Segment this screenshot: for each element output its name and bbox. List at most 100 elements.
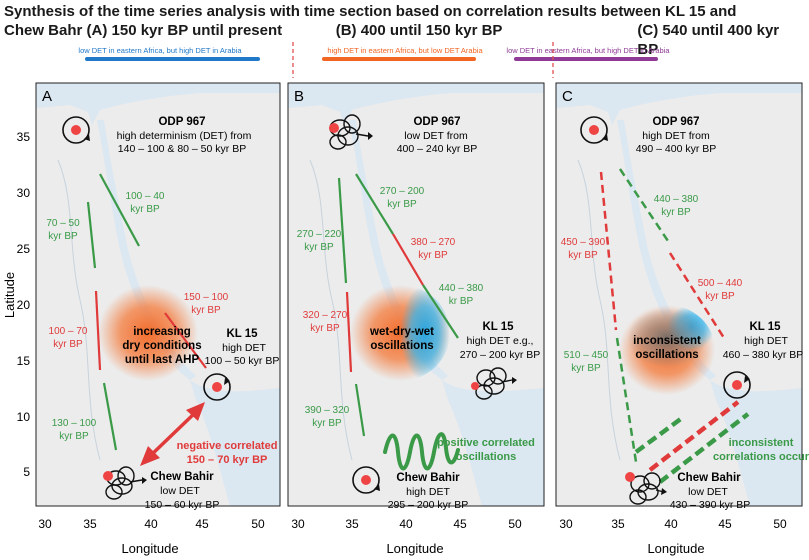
panel-a-center-line2: dry conditions xyxy=(122,340,201,352)
panel-a-corr-line2: 150 – 70 kyr BP xyxy=(187,454,268,466)
panel-b-seg-5 xyxy=(345,291,353,373)
panel-a-kl-line1: high DET xyxy=(222,342,266,354)
panel-a-chew-name: Chew Bahir xyxy=(150,471,214,483)
title-panel-b: (B) 400 until 150 kyr BP xyxy=(335,22,503,39)
red-sea xyxy=(97,120,196,380)
panel-c-chew-name: Chew Bahir xyxy=(677,472,741,484)
panel-c-seg-4 xyxy=(615,337,638,463)
panel-b-corr-line2: oscillations xyxy=(456,451,517,463)
river-lines xyxy=(309,159,353,461)
x-tick-a-50: 50 xyxy=(251,517,265,531)
panel-a-seg-4-b: kyr BP xyxy=(53,339,83,350)
panel-c-corr-band-1 xyxy=(634,416,684,454)
panel-b-kl-name: KL 15 xyxy=(482,321,514,333)
panel-a-seg-3-a: 150 – 100 xyxy=(184,292,229,303)
panel-a-seg-3-b: kyr BP xyxy=(191,305,221,316)
panel-b-seg-6-b: kyr BP xyxy=(312,418,342,429)
x-axis-label-c: Longitude xyxy=(647,541,704,556)
mediterranean-sea xyxy=(36,83,280,125)
panel-b-seg-2-a: 270 – 220 xyxy=(297,229,342,240)
panel-c-kl-line1: high DET xyxy=(744,335,788,347)
title-panel-a: Chew Bahr (A) 150 kyr BP until present xyxy=(4,22,283,39)
panel-c-chew-loops xyxy=(629,472,665,505)
panel-a-kl-circle xyxy=(203,373,231,401)
legend-label-orange: high DET in eastern Africa, but low DET … xyxy=(327,46,483,55)
panel-b-chew-name: Chew Bahir xyxy=(396,472,460,484)
x-tick-c-30: 30 xyxy=(559,517,573,531)
panel-b-chew-line2: 295 – 200 kyr BP xyxy=(388,499,469,511)
panel-a-corr-line xyxy=(146,408,200,460)
x-axis-label-a: Longitude xyxy=(121,541,178,556)
panel-a-corr-arrowhead-1 xyxy=(186,402,205,421)
mediterranean-sea xyxy=(288,83,544,125)
x-tick-b-50: 50 xyxy=(508,517,522,531)
panel-b-climate-blob-blue xyxy=(400,285,450,381)
panel-b-seg-6-a: 390 – 320 xyxy=(305,405,350,416)
panel-a-corr-line1: negative correlated xyxy=(177,440,278,452)
panel-a-odp-circle xyxy=(62,116,90,144)
y-ticks: 5 10 15 20 25 30 35 xyxy=(17,130,31,479)
panel-a-seg-3 xyxy=(164,312,207,369)
panel-c-kl-name: KL 15 xyxy=(749,321,781,333)
y-tick-20: 20 xyxy=(17,298,31,312)
panel-b-seg-3-b: kyr BP xyxy=(418,250,448,261)
panel-a-seg-2-b: kyr BP xyxy=(48,231,78,242)
figure-title: Synthesis of the time series analysis wi… xyxy=(4,2,804,59)
river-lines xyxy=(577,159,621,461)
panel-c-seg-3 xyxy=(668,252,726,339)
x-tick-b-40: 40 xyxy=(399,517,413,531)
panel-a-odp-dot xyxy=(71,125,81,135)
panel-a-kl-line2: 100 – 50 kyr BP xyxy=(205,355,280,367)
panel-b-kl-line1: high DET e.g., xyxy=(467,335,534,347)
panel-c-frame xyxy=(555,82,803,507)
panel-a-kl-name: KL 15 xyxy=(226,328,258,340)
panel-b-seg-2 xyxy=(337,177,348,284)
panel-c-seg-1 xyxy=(618,168,672,245)
river-lines xyxy=(57,159,101,461)
y-tick-10: 10 xyxy=(17,410,31,424)
x-tick-a-40: 40 xyxy=(144,517,158,531)
panel-a-odp-line1: high determinism (DET) from xyxy=(117,130,252,142)
legend-label-blue: low DET in eastern Africa, but high DET … xyxy=(78,46,242,55)
legend: low DET in eastern Africa, but high DET … xyxy=(78,42,670,78)
panel-c-corr-line2: correlations occur xyxy=(713,451,809,463)
y-tick-30: 30 xyxy=(17,186,31,200)
panel-a-chew-line1: low DET xyxy=(160,485,200,497)
panel-a-seg-1-a: 100 – 40 xyxy=(126,191,165,202)
x-tick-c-40: 40 xyxy=(664,517,678,531)
panel-c-map xyxy=(556,83,802,506)
panel-c-seg-4-a: 510 – 450 xyxy=(564,350,609,361)
panel-c-seg-1-a: 440 – 380 xyxy=(654,194,699,205)
panel-b-kl-loops xyxy=(475,367,513,400)
y-tick-5: 5 xyxy=(23,465,30,479)
panel-b-seg-2-b: kyr BP xyxy=(304,242,334,253)
panel-b-chew-line1: high DET xyxy=(406,486,450,498)
panel-a-seg-4-a: 100 – 70 xyxy=(49,326,88,337)
panel-a-seg-1-b: kyr BP xyxy=(130,204,160,215)
panel-a-corr-arrowhead-2 xyxy=(140,446,160,466)
indian-ocean xyxy=(710,380,802,506)
panel-a-kl-arrow xyxy=(224,378,230,385)
x-ticks: 30 35 40 45 50 30 35 40 45 50 30 35 40 4… xyxy=(38,517,787,531)
panel-a-climate-blob xyxy=(98,285,198,381)
panel-b-seg-6 xyxy=(354,383,366,437)
panel-a-chew-dot xyxy=(103,471,113,481)
title-line-2: Chew Bahr (A) 150 kyr BP until present (… xyxy=(4,21,804,59)
panel-a-map xyxy=(36,83,280,506)
panel-b-odp-line2: 400 – 240 kyr BP xyxy=(397,143,478,155)
panel-b-corr-wave xyxy=(383,432,460,471)
panel-a-chew-line2: 150 – 60 kyr BP xyxy=(145,499,220,511)
panel-a-seg-4 xyxy=(94,290,102,371)
panel-c: C ODP 967 high DET from 490 – 400 kyr BP… xyxy=(555,82,809,511)
panel-b-center-line2: oscillations xyxy=(370,340,433,352)
panel-c-seg-2 xyxy=(599,171,618,331)
panel-c-kl-dot xyxy=(732,380,742,390)
panel-c-center-line1: inconsistent xyxy=(633,335,701,347)
indian-ocean xyxy=(442,380,544,506)
panel-a-seg-5-b: kyr BP xyxy=(59,431,89,442)
panel-b-odp-arrow xyxy=(368,132,373,140)
panel-b-kl-dot xyxy=(471,382,479,390)
red-sea xyxy=(349,120,448,380)
x-tick-a-35: 35 xyxy=(83,517,97,531)
